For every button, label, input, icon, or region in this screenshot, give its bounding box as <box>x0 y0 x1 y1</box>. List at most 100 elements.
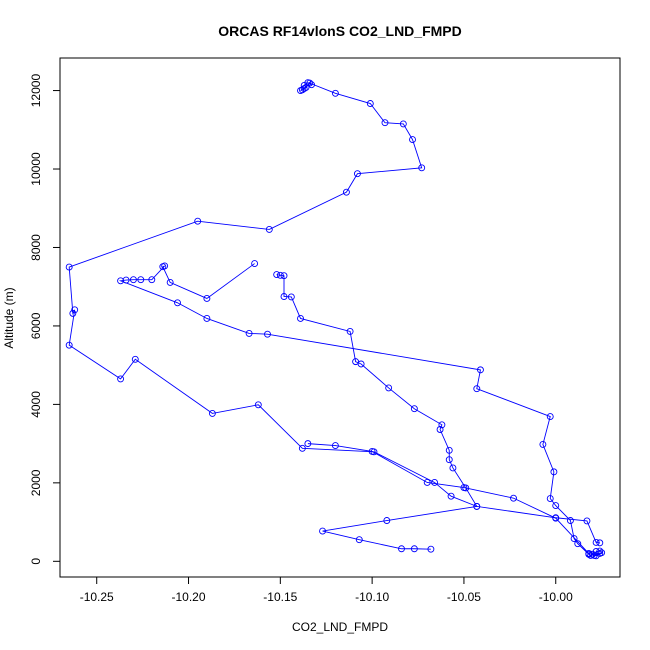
data-point <box>342 188 350 196</box>
data-point <box>254 401 262 409</box>
data-point <box>589 550 596 558</box>
data-point <box>148 276 156 284</box>
series-2 <box>117 260 606 560</box>
data-point <box>399 120 407 128</box>
x-axis: -10.25 -10.20 -10.15 -10.10 -10.05 -10.00 <box>80 576 573 604</box>
data-point <box>203 315 211 322</box>
data-point <box>117 375 125 383</box>
data-point <box>383 517 391 524</box>
data-point <box>137 276 145 284</box>
data-point <box>596 547 604 555</box>
data-point <box>355 536 363 544</box>
data-point <box>366 100 374 107</box>
x-axis-label: CO2_LND_FMPD <box>292 620 388 634</box>
data-point <box>304 440 312 448</box>
x-tick-label: -10.10 <box>355 590 389 604</box>
y-tick-label: 6000 <box>29 312 43 339</box>
data-point <box>574 540 582 548</box>
data-point <box>368 448 376 455</box>
data-point <box>302 83 310 91</box>
data-point <box>596 539 604 547</box>
x-tick-label: -10.20 <box>172 590 206 604</box>
data-point <box>245 329 253 337</box>
series-3 <box>273 271 604 547</box>
data-point <box>583 517 591 525</box>
data-point <box>473 385 481 393</box>
data-point <box>306 79 314 87</box>
data-point <box>438 421 446 429</box>
data-point <box>566 517 574 524</box>
data-point <box>436 426 444 433</box>
data-point <box>477 366 484 374</box>
data-point <box>449 464 457 472</box>
data-point <box>280 293 288 300</box>
series-1 <box>65 79 481 553</box>
data-point <box>592 552 600 560</box>
data-point <box>550 468 558 476</box>
data-point <box>552 514 560 522</box>
data-point <box>473 502 481 510</box>
x-tick-label: -10.25 <box>80 590 114 604</box>
data-point <box>298 444 306 452</box>
data-point <box>346 327 354 335</box>
data-point <box>308 81 315 89</box>
data-point <box>546 495 554 502</box>
data-point <box>251 260 259 268</box>
data-point <box>280 272 288 280</box>
data-point <box>353 170 361 178</box>
data-point <box>410 405 418 413</box>
data-point <box>129 276 137 284</box>
series-line <box>276 274 600 544</box>
x-tick-label: -10.00 <box>539 590 573 604</box>
x-tick-label: -10.15 <box>263 590 297 604</box>
data-point <box>276 271 284 279</box>
data-point <box>194 217 202 225</box>
data-point <box>539 440 547 448</box>
data-point <box>381 119 389 127</box>
data-point <box>552 502 560 510</box>
data-point <box>117 277 125 285</box>
data-point <box>445 446 453 454</box>
data-point <box>570 535 578 543</box>
data-point <box>319 527 327 535</box>
data-point <box>264 330 271 338</box>
data-point <box>398 545 405 553</box>
y-tick-label: 10000 <box>29 152 43 186</box>
data-point <box>273 271 281 278</box>
data-point <box>385 384 393 392</box>
y-axis: 0 2000 4000 6000 8000 10000 12000 <box>29 74 61 565</box>
y-tick-label: 2000 <box>29 469 43 496</box>
data-point <box>300 85 308 93</box>
y-tick-label: 0 <box>29 558 43 565</box>
data-point <box>69 309 77 317</box>
data-point <box>357 360 365 368</box>
plot-frame <box>59 57 621 578</box>
y-tick-label: 8000 <box>29 234 43 261</box>
series-line <box>68 82 479 550</box>
series-line <box>118 263 603 557</box>
data-point <box>592 539 600 546</box>
data-point <box>427 545 435 553</box>
data-point <box>161 262 169 270</box>
data-point <box>410 545 418 553</box>
data-point <box>585 550 593 557</box>
data-point <box>598 549 606 557</box>
data-point <box>445 456 453 464</box>
data-point <box>65 341 73 349</box>
y-tick-label: 4000 <box>29 391 43 418</box>
data-point <box>208 409 216 417</box>
data-point <box>131 355 139 363</box>
data-point <box>174 299 181 307</box>
series-layer <box>65 79 606 560</box>
data-point <box>510 494 517 502</box>
data-point <box>287 293 295 301</box>
data-point <box>546 413 554 420</box>
chart-title: ORCAS RF14vlonS CO2_LND_FMPD <box>218 23 461 39</box>
data-point <box>418 164 426 172</box>
y-axis-label: Altitude (m) <box>2 287 16 348</box>
x-tick-label: -10.05 <box>447 590 481 604</box>
data-point <box>297 87 304 95</box>
data-point <box>431 479 439 486</box>
data-point <box>462 484 470 492</box>
